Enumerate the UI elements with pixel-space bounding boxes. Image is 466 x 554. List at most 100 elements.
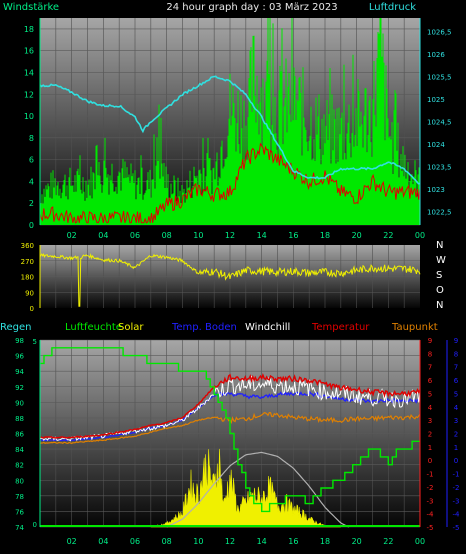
temp-tick-label: 2 <box>428 431 432 439</box>
panel1-left-tick-label: 8 <box>29 134 34 143</box>
temp-tick-label-blue: -1 <box>453 471 460 479</box>
temp-tick-label: 1 <box>428 444 432 452</box>
temp-tick-label: 9 <box>428 337 432 345</box>
wind-series <box>39 18 420 225</box>
panel3-x-tick-label: 10 <box>193 537 203 546</box>
panel1-right-tick-label: 1026 <box>427 51 445 59</box>
temp-tick-label: -4 <box>427 511 435 519</box>
temp-tick-label: -5 <box>427 524 434 532</box>
humidity-tick-label: 86 <box>15 431 24 439</box>
panel1-left-tick-label: 4 <box>29 177 34 186</box>
panel2-tick-label: 270 <box>21 258 34 266</box>
compass-label: W <box>436 255 446 266</box>
panel1-right-tick-label: 1025,5 <box>427 74 452 82</box>
panel2-tick-label: 90 <box>25 289 34 297</box>
wind-direction-line <box>39 252 421 307</box>
panel1-right-tick-label: 1022,5 <box>427 209 452 217</box>
panel1-x-tick-label: 08 <box>162 231 172 240</box>
humidity-tick-label: 82 <box>15 462 24 470</box>
temp-tick-label-blue: 6 <box>454 377 459 385</box>
humidity-tick-label: 96 <box>15 353 24 361</box>
windchill-line <box>39 375 421 442</box>
panel1-right-tick-label: 1025 <box>427 96 445 104</box>
temp-tick-label: -3 <box>427 497 434 505</box>
rain-tick-label: 5 <box>33 338 37 346</box>
panel3-x-tick-label: 14 <box>257 537 267 546</box>
temp-tick-label: 8 <box>428 350 432 358</box>
panel1-x-tick-label: 22 <box>383 231 393 240</box>
temp-tick-label-blue: 2 <box>454 431 458 439</box>
panel1-right-tick-label: 1024 <box>427 141 445 149</box>
panel3-x-tick-label: 16 <box>288 537 298 546</box>
compass-label: O <box>436 285 444 296</box>
temp-tick-label: 4 <box>428 404 433 412</box>
temp-tick-label: 6 <box>428 377 433 385</box>
panel1-x-tick-label: 20 <box>352 231 362 240</box>
panel3-x-tick-label: 06 <box>130 537 140 546</box>
panel3-x-tick-label: 04 <box>98 537 108 546</box>
temperature-line <box>39 372 421 439</box>
humidity-tick-label: 84 <box>15 446 24 454</box>
humidity-tick-label: 80 <box>15 477 24 485</box>
panel1-x-tick-label: 10 <box>193 231 203 240</box>
panel2-tick-label: 360 <box>21 242 34 250</box>
panel3-x-tick-label: 12 <box>225 537 235 546</box>
legend-entry: Temp. Boden <box>171 322 237 333</box>
temp-tick-label-blue: 4 <box>454 404 459 412</box>
temp-tick-label-blue: -4 <box>453 511 461 519</box>
humidity-tick-label: 88 <box>15 415 24 423</box>
panel1-x-tick-label: 14 <box>257 231 267 240</box>
solar-max-curve <box>166 451 350 528</box>
panel2-tick-label: 0 <box>30 305 34 313</box>
panel1-left-tick-label: 16 <box>24 47 34 56</box>
temp-tick-label: -2 <box>427 484 434 492</box>
humidity-tick-label: 94 <box>15 368 24 376</box>
temp-tick-label-blue: 7 <box>454 364 458 372</box>
legend-entry: Taupunkt <box>391 322 438 333</box>
panel3-x-tick-label: 20 <box>352 537 362 546</box>
temp-tick-label: 0 <box>428 457 432 465</box>
humidity-tick-label: 78 <box>15 493 24 501</box>
panel1-x-tick-label: 18 <box>320 231 330 240</box>
panel1-x-tick-label: 02 <box>67 231 77 240</box>
temp-tick-label-blue: -3 <box>453 497 460 505</box>
temp-tick-label: 5 <box>428 390 432 398</box>
panel1-x-tick-label: 12 <box>225 231 235 240</box>
temp-tick-label-blue: 9 <box>454 337 458 345</box>
humidity-tick-label: 76 <box>15 508 24 516</box>
temp-tick-label-blue: 1 <box>454 444 458 452</box>
legend-entry: Luftfeuchte <box>65 322 122 333</box>
panel1-x-tick-label: 00 <box>415 231 425 240</box>
compass-label: N <box>436 240 443 251</box>
panel1-left-tick-label: 12 <box>24 90 34 99</box>
temp-tick-label-blue: 0 <box>454 457 458 465</box>
pressure-line <box>39 75 421 185</box>
panel1-right-tick-label: 1024,5 <box>427 119 452 127</box>
panel3-x-tick-label: 08 <box>162 537 172 546</box>
humidity-tick-label: 98 <box>15 337 24 345</box>
rain-tick-label: 0 <box>33 521 37 529</box>
panel1-left-axis-title: Windstärke <box>3 2 59 13</box>
panel3-x-tick-label: 18 <box>320 537 330 546</box>
panel1-x-tick-label: 06 <box>130 231 140 240</box>
humidity-tick-label: 92 <box>15 384 24 392</box>
temp-tick-label-blue: -2 <box>453 484 460 492</box>
humidity-line <box>40 347 420 513</box>
humidity-tick-label: 74 <box>15 524 24 532</box>
temp-tick-label: -1 <box>427 471 434 479</box>
panel1-right-axis-title: Luftdruck <box>369 2 416 13</box>
panel1-left-tick-label: 6 <box>29 156 34 165</box>
humidity-tick-label: 90 <box>15 399 24 407</box>
temp-tick-label-blue: 8 <box>454 350 458 358</box>
panel1-right-tick-label: 1023,5 <box>427 164 452 172</box>
legend-entry: Temperatur <box>311 322 370 333</box>
panel3-x-tick-label: 00 <box>415 537 425 546</box>
legend-entry: Solar <box>118 322 144 333</box>
panel1-right-tick-label: 1023 <box>427 186 445 194</box>
panel1-left-tick-label: 0 <box>29 221 34 230</box>
panel2-tick-label: 180 <box>21 274 34 282</box>
panel3-x-tick-label: 22 <box>383 537 393 546</box>
chart-title: 24 hour graph day : 03 März 2023 <box>166 2 337 13</box>
legend-entry: Windchill <box>245 322 290 333</box>
panel1-x-tick-label: 16 <box>288 231 298 240</box>
